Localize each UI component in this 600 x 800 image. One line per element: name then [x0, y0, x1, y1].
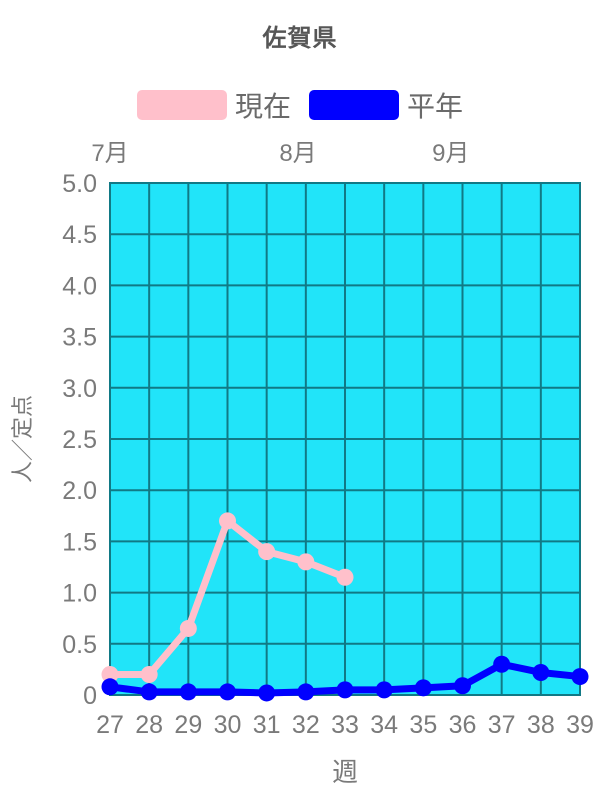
x-tick-label: 27 [96, 711, 124, 739]
y-tick-label: 0 [83, 682, 97, 710]
series-point-current [101, 666, 119, 684]
y-tick-label: 1.5 [62, 528, 97, 556]
y-tick-label: 2.5 [62, 426, 97, 454]
series-point-current [140, 666, 158, 684]
month-label: 8月 [279, 140, 316, 167]
series-point-current [219, 512, 236, 530]
x-tick-label: 31 [253, 711, 281, 739]
series-point-normal [140, 683, 158, 701]
x-tick-label: 28 [135, 711, 163, 739]
series-point-normal [179, 683, 197, 701]
x-tick-label: 29 [174, 711, 202, 739]
month-label: 7月 [91, 140, 128, 167]
legend-item-current: 現在 [136, 85, 291, 125]
series-point-current [179, 619, 197, 637]
series-point-normal [571, 668, 589, 686]
legend-label-normal: 平年 [407, 91, 464, 122]
legend: 現在 平年 [0, 85, 600, 125]
y-axis-title: 人／定点 [10, 395, 35, 483]
y-tick-label: 1.0 [62, 580, 97, 608]
legend-label-current: 現在 [234, 91, 291, 122]
y-tick-label: 2.0 [62, 477, 97, 505]
series-point-normal [493, 655, 511, 673]
x-tick-label: 36 [449, 711, 477, 739]
series-point-normal [258, 684, 276, 702]
series-point-normal [375, 681, 393, 699]
series-point-normal [532, 663, 550, 681]
series-point-normal [101, 678, 119, 696]
month-label: 9月 [432, 140, 469, 167]
series-point-normal [297, 683, 315, 701]
x-tick-label: 34 [370, 711, 398, 739]
page-title: 佐賀県 [262, 25, 338, 52]
series-point-current [258, 543, 276, 561]
y-tick-label: 4.0 [62, 272, 97, 300]
series-point-current [297, 553, 315, 571]
series-point-normal [454, 677, 471, 695]
x-tick-label: 38 [527, 711, 555, 739]
x-tick-label: 30 [214, 711, 242, 739]
y-tick-label: 3.0 [62, 375, 97, 403]
x-tick-label: 37 [488, 711, 516, 739]
legend-swatch-current [136, 90, 227, 120]
x-tick-label: 39 [566, 711, 594, 739]
y-tick-label: 0.5 [62, 631, 97, 659]
series-point-normal [336, 681, 354, 699]
x-tick-label: 33 [331, 711, 359, 739]
series-point-normal [414, 679, 432, 697]
legend-item-normal: 平年 [309, 85, 463, 125]
y-tick-label: 3.5 [62, 324, 97, 352]
x-tick-label: 32 [292, 711, 320, 739]
x-axis-title: 週 [332, 757, 358, 787]
series-point-normal [219, 683, 236, 701]
series-point-current [336, 568, 354, 586]
y-tick-label: 4.5 [62, 221, 97, 249]
legend-swatch-normal [309, 90, 399, 120]
y-tick-label: 5.0 [62, 170, 97, 198]
x-tick-label: 35 [409, 711, 437, 739]
